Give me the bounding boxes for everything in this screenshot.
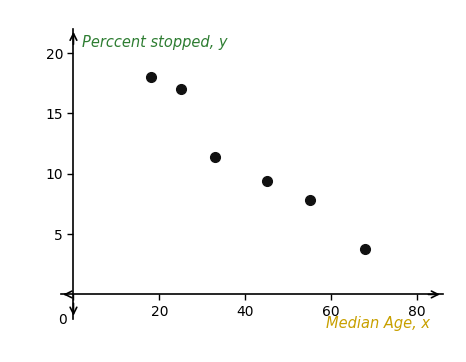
- Point: [147, 74, 154, 80]
- Point: [212, 154, 219, 160]
- Text: Perccent stopped, y: Perccent stopped, y: [82, 35, 227, 50]
- Text: Median Age, x: Median Age, x: [326, 316, 430, 331]
- Point: [263, 178, 270, 184]
- Point: [362, 246, 369, 252]
- Point: [306, 197, 313, 203]
- Text: 0: 0: [58, 312, 67, 327]
- Point: [177, 87, 185, 92]
